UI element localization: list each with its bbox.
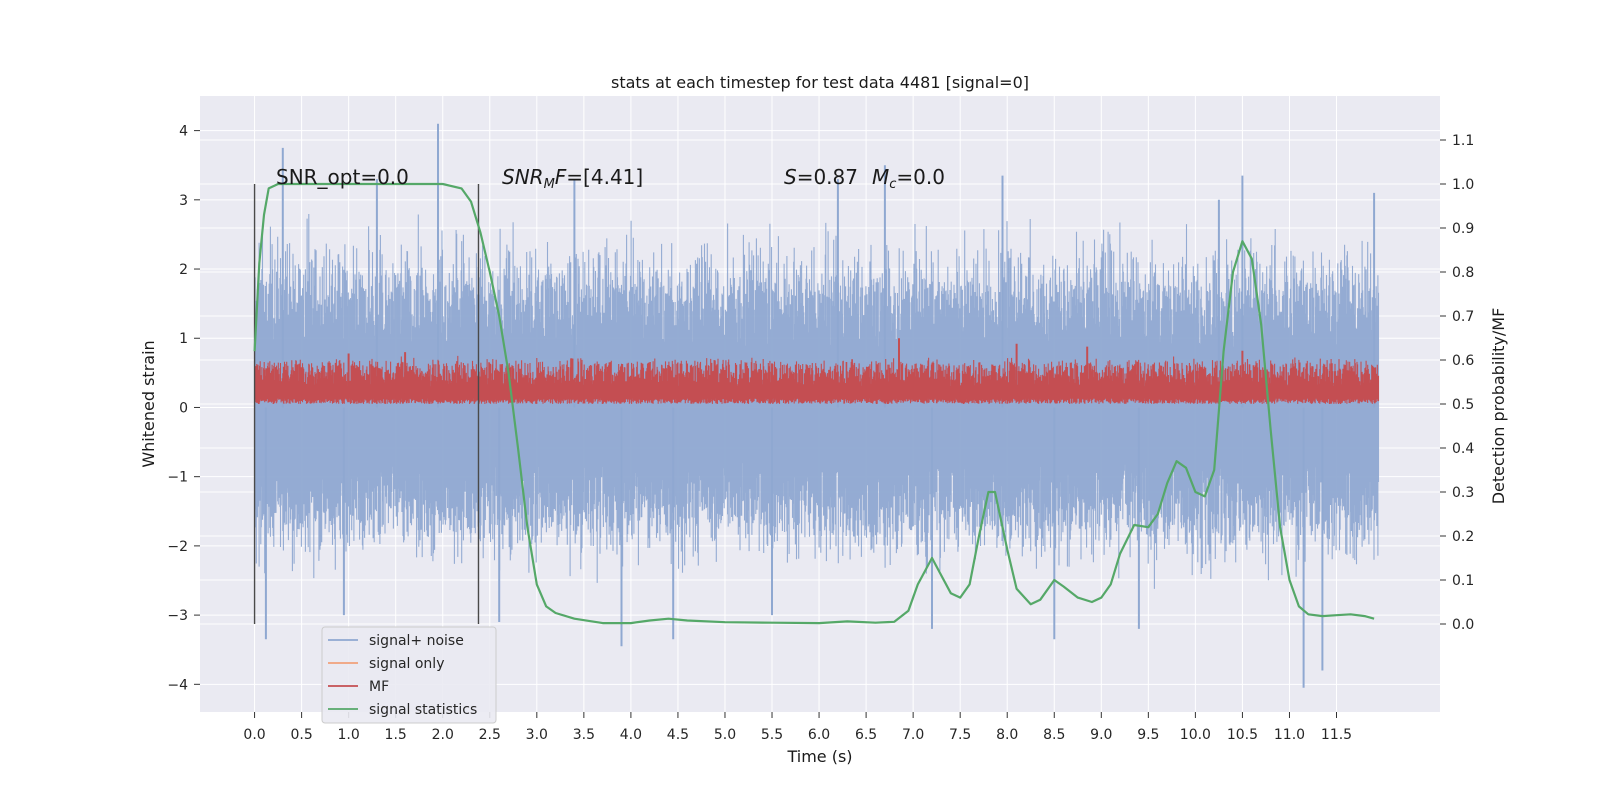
x-tick-label: 0.5 (290, 727, 312, 743)
y2-tick-label: 0.6 (1452, 353, 1474, 369)
y2-tick-label: 1.0 (1452, 177, 1474, 193)
y-tick-label: 0 (179, 400, 188, 416)
y2-tick-label: 0.2 (1452, 529, 1474, 545)
legend: signal+ noise signal only MF signal stat… (321, 626, 497, 724)
x-tick-label: 3.0 (526, 727, 548, 743)
x-tick-label: 0.0 (243, 727, 265, 743)
x-tick-label: 1.0 (338, 727, 360, 743)
y-tick-label: −4 (167, 677, 188, 693)
x-tick-label: 5.0 (714, 727, 736, 743)
x-tick-label: 9.5 (1137, 727, 1159, 743)
x-tick-label: 1.5 (385, 727, 407, 743)
y-axis-ticks: 4 3 2 1 0 −1 −2 −3 −4 (167, 124, 200, 693)
signal-statistics-series (253, 182, 1375, 625)
y2-tick-label: 0.9 (1452, 221, 1474, 237)
y2-tick-label: 0.5 (1452, 397, 1474, 413)
x-tick-label: 6.0 (808, 727, 830, 743)
legend-label-mf: MF (369, 679, 389, 695)
x-tick-label: 11.0 (1274, 727, 1305, 743)
x-tick-label: 9.0 (1090, 727, 1112, 743)
y2-tick-label: 0.7 (1452, 309, 1474, 325)
signal-noise-spikes (264, 123, 1376, 688)
legend-box (321, 626, 497, 724)
stats-annotation: S=0.87 Mc=0.0 (784, 165, 945, 192)
x-tick-label: 10.0 (1180, 727, 1211, 743)
mf-series (254, 338, 1380, 404)
y-axis-title: Whitened strain (139, 340, 158, 467)
x-tick-label: 5.5 (761, 727, 783, 743)
x-tick-label: 8.0 (996, 727, 1018, 743)
x-tick-label: 4.0 (620, 727, 642, 743)
x-tick-label: 7.5 (949, 727, 971, 743)
legend-label-signal-noise: signal+ noise (369, 633, 464, 649)
legend-label-signal-statistics: signal statistics (369, 702, 477, 718)
y2-axis-ticks: 1.1 1.0 0.9 0.8 0.7 0.6 0.5 0.4 0.3 0.2 0.1 0.0 (1440, 133, 1474, 633)
y-tick-label: −3 (167, 608, 188, 624)
mf-peaks (347, 338, 1244, 394)
snr-opt-annotation: SNR_opt=0.0 (276, 165, 409, 189)
x-tick-label: 7.0 (902, 727, 924, 743)
x-tick-label: 10.5 (1227, 727, 1258, 743)
x-tick-label: 2.0 (432, 727, 454, 743)
y2-tick-label: 1.1 (1452, 133, 1474, 149)
y2-tick-label: 0.1 (1452, 573, 1474, 589)
y-tick-label: 2 (179, 262, 188, 278)
y-tick-label: −1 (167, 470, 188, 486)
signal-statistics-line (253, 182, 1375, 625)
y-tick-label: 3 (179, 193, 188, 209)
x-tick-label: 2.5 (479, 727, 501, 743)
y2-axis-title: Detection probability/MF (1489, 308, 1508, 505)
legend-label-signal-only: signal only (369, 656, 444, 672)
y-tick-label: −2 (167, 539, 188, 555)
y2-tick-label: 0.4 (1452, 441, 1474, 457)
x-tick-label: 6.5 (855, 727, 877, 743)
x-tick-label: 4.5 (667, 727, 689, 743)
x-tick-label: 8.5 (1043, 727, 1065, 743)
chart-title: stats at each timestep for test data 448… (611, 73, 1029, 92)
vertical-markers (253, 184, 480, 624)
y2-tick-label: 0.0 (1452, 617, 1474, 633)
x-axis-ticks: 0.0 0.5 1.0 1.5 2.0 2.5 3.0 3.5 4.0 4.5 5.0 5.5 6.0 6… (243, 712, 1352, 743)
x-tick-label: 3.5 (573, 727, 595, 743)
y-tick-label: 1 (179, 331, 188, 347)
x-tick-label: 11.5 (1321, 727, 1352, 743)
x-axis-title: Time (s) (786, 747, 852, 766)
snr-mf-annotation: SNRMF=[4.41] (502, 165, 643, 192)
y2-tick-label: 0.3 (1452, 485, 1474, 501)
y2-tick-label: 0.8 (1452, 265, 1474, 281)
y-tick-label: 4 (179, 124, 188, 140)
